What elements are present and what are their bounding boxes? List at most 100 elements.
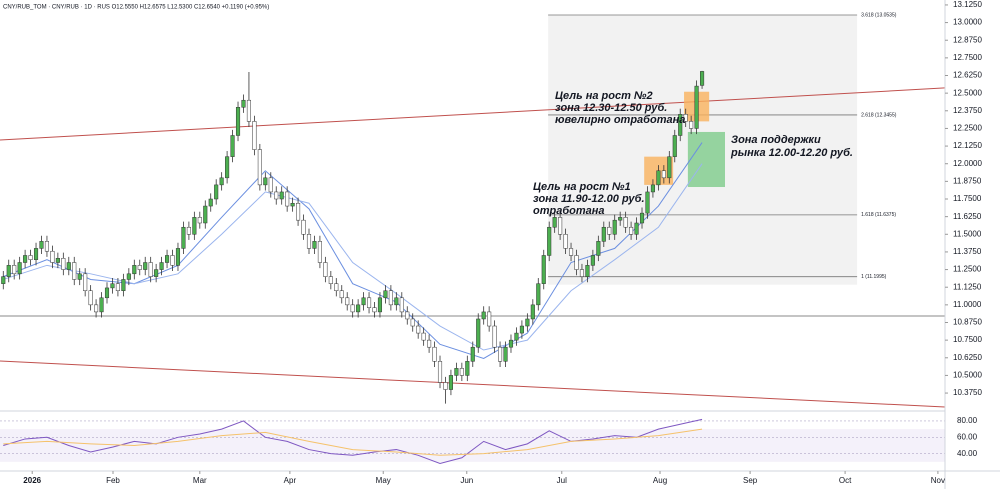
candle-body bbox=[590, 255, 595, 266]
candle-body bbox=[148, 262, 153, 277]
candle-body bbox=[33, 248, 39, 260]
y-tick-label: 10.6250 bbox=[953, 353, 982, 362]
candle-body bbox=[235, 107, 241, 136]
candle-body bbox=[279, 191, 284, 200]
candle-body bbox=[94, 304, 99, 313]
candle-body bbox=[689, 121, 694, 129]
annotation: Цель на рост №2 bbox=[555, 90, 653, 102]
candle-body bbox=[656, 170, 661, 186]
candle-body bbox=[61, 258, 66, 270]
candle-body bbox=[143, 262, 148, 270]
candle-body bbox=[126, 273, 131, 280]
candle-body bbox=[672, 135, 677, 157]
candle-body bbox=[405, 311, 410, 320]
x-tick-label: Feb bbox=[106, 476, 120, 485]
candle-body bbox=[323, 262, 328, 277]
candle-body bbox=[301, 219, 306, 235]
candle-body bbox=[274, 191, 279, 200]
candle-body bbox=[579, 269, 585, 277]
y-tick-label: 10.8750 bbox=[953, 318, 982, 327]
candle-body bbox=[285, 191, 290, 207]
y-tick-label: 10.3750 bbox=[953, 388, 982, 397]
candle-body bbox=[219, 177, 224, 186]
candle-body bbox=[667, 156, 672, 179]
rsi-tick-label: 80.00 bbox=[957, 416, 978, 425]
candle-body bbox=[312, 241, 317, 249]
candle-body bbox=[366, 297, 372, 308]
candle-body bbox=[225, 156, 230, 179]
candle-body bbox=[197, 217, 202, 224]
candle-body bbox=[623, 217, 628, 228]
candle-body bbox=[268, 177, 273, 193]
candle-body bbox=[459, 368, 464, 376]
candle-body bbox=[306, 234, 312, 249]
annotation: Цель на рост №1 bbox=[533, 181, 631, 193]
candle-body bbox=[383, 290, 388, 299]
y-tick-label: 11.0000 bbox=[953, 300, 982, 309]
candle-body bbox=[99, 297, 104, 313]
candle-body bbox=[23, 255, 28, 263]
candle-body bbox=[72, 262, 77, 280]
candle-body bbox=[629, 226, 634, 235]
y-tick-label: 13.0000 bbox=[953, 18, 982, 27]
y-tick-label: 11.7500 bbox=[953, 194, 982, 203]
y-tick-label: 11.1250 bbox=[953, 282, 982, 291]
candle-body bbox=[361, 297, 366, 306]
candle-body bbox=[317, 241, 322, 263]
y-tick-label: 12.2500 bbox=[953, 124, 982, 133]
y-tick-label: 12.3750 bbox=[953, 106, 982, 115]
candle-body bbox=[437, 361, 443, 383]
fib-label: 3.618 (13.0535) bbox=[861, 12, 897, 18]
candle-body bbox=[181, 226, 186, 249]
candle-body bbox=[372, 307, 377, 313]
y-tick-label: 12.8750 bbox=[953, 35, 982, 44]
x-tick-label: Jul bbox=[557, 476, 567, 485]
candle-body bbox=[454, 368, 459, 376]
trend-line bbox=[0, 360, 946, 408]
annotation: зона 12.30-12.50 руб. bbox=[555, 102, 667, 114]
y-tick-label: 12.1250 bbox=[953, 141, 982, 150]
candle-body bbox=[634, 222, 639, 235]
y-tick-label: 10.5000 bbox=[953, 371, 982, 380]
candle-body bbox=[432, 346, 437, 362]
candle-body bbox=[296, 202, 301, 221]
y-tick-label: 11.8750 bbox=[953, 176, 982, 185]
candle-body bbox=[683, 114, 688, 122]
candle-body bbox=[356, 304, 361, 313]
candle-body bbox=[154, 269, 159, 277]
annotation: зона 11.90-12.00 руб. bbox=[533, 193, 645, 205]
candle-body bbox=[257, 149, 262, 186]
candle-body bbox=[541, 255, 546, 284]
candle-body bbox=[50, 250, 55, 263]
candle-body bbox=[246, 99, 251, 122]
candle-body bbox=[115, 283, 120, 291]
candle-body bbox=[399, 297, 404, 313]
candle-body bbox=[639, 212, 645, 224]
candle-body bbox=[585, 265, 590, 277]
y-tick-label: 10.7500 bbox=[953, 335, 982, 344]
candle-body bbox=[121, 279, 126, 291]
candle-body bbox=[165, 255, 170, 263]
candle-body bbox=[110, 283, 115, 289]
candle-body bbox=[416, 325, 421, 334]
candle-body bbox=[465, 361, 470, 376]
candle-body bbox=[263, 177, 268, 186]
candle-body bbox=[1, 276, 6, 284]
x-tick-label: Oct bbox=[839, 476, 852, 485]
candle-body bbox=[514, 332, 519, 341]
candle-body bbox=[601, 226, 606, 242]
candle-body bbox=[104, 287, 110, 299]
candle-body bbox=[536, 283, 541, 306]
candle-body bbox=[334, 283, 339, 291]
x-tick-label: Mar bbox=[193, 476, 207, 485]
candle-body bbox=[476, 318, 481, 348]
y-tick-label: 12.0000 bbox=[953, 159, 982, 168]
candle-body bbox=[700, 71, 705, 86]
x-tick-label: Apr bbox=[284, 476, 297, 485]
candle-body bbox=[328, 276, 333, 284]
candle-body bbox=[694, 85, 699, 129]
candle-body bbox=[530, 304, 535, 320]
candle-body bbox=[83, 273, 88, 291]
y-tick-label: 12.6250 bbox=[953, 71, 982, 80]
